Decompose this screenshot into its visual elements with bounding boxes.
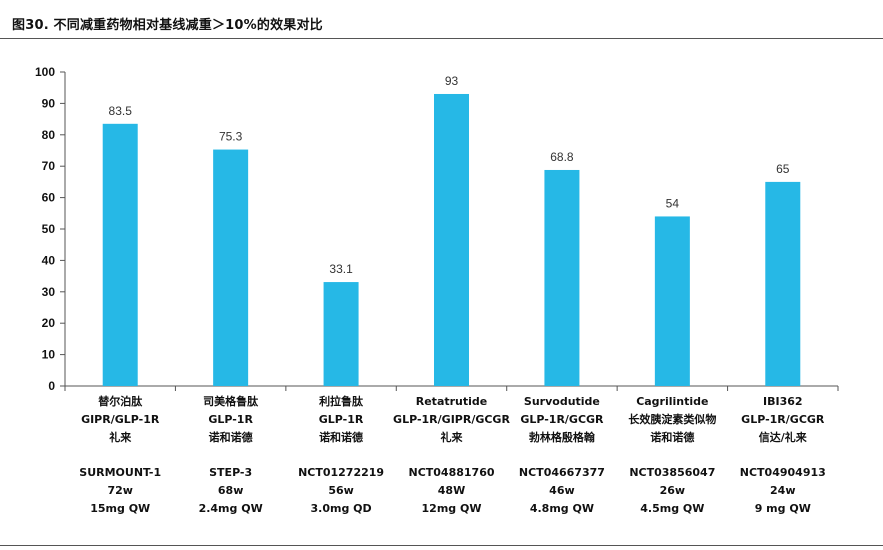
category-label: 诺和诺德 xyxy=(209,430,253,444)
y-tick-label: 30 xyxy=(42,285,56,299)
category-label: 信达/礼来 xyxy=(759,430,808,444)
data-label: 68.8 xyxy=(550,150,574,164)
bar xyxy=(434,93,469,386)
trial-label: 4.8mg QW xyxy=(530,502,594,515)
trial-label: NCT04881760 xyxy=(408,466,494,479)
trial-label: NCT03856047 xyxy=(629,466,715,479)
category-label: 利拉鲁肽 xyxy=(319,394,364,408)
trial-label: 24w xyxy=(770,484,795,497)
data-label: 33.1 xyxy=(329,262,353,276)
figure-title: 图30. 不同减重药物相对基线减重＞10%的效果对比 xyxy=(12,18,323,33)
trial-label: 12mg QW xyxy=(422,502,482,515)
bar xyxy=(654,216,690,386)
trial-label: 46w xyxy=(549,484,574,497)
bar xyxy=(765,181,801,386)
trial-label: SURMOUNT-1 xyxy=(79,466,161,479)
trial-label: 2.4mg QW xyxy=(199,502,263,515)
y-tick-label: 10 xyxy=(42,348,56,362)
y-tick-label: 90 xyxy=(42,96,56,110)
trial-label: STEP-3 xyxy=(209,466,252,479)
category-label: 长效胰淀素类似物 xyxy=(628,412,716,426)
trial-label: 26w xyxy=(660,484,685,497)
y-tick-label: 40 xyxy=(42,253,56,267)
trial-label: NCT01272219 xyxy=(298,466,384,479)
y-tick-label: 100 xyxy=(35,65,55,79)
bar xyxy=(323,282,359,386)
category-label: GLP-1R/GCGR xyxy=(520,413,604,426)
category-label: 诺和诺德 xyxy=(650,430,694,444)
trial-label: 72w xyxy=(107,484,132,497)
category-label: GIPR/GLP-1R xyxy=(81,413,160,426)
bar xyxy=(213,149,249,386)
trial-label: 56w xyxy=(328,484,353,497)
category-label: Cagrilintide xyxy=(636,395,708,408)
category-label: 诺和诺德 xyxy=(319,430,363,444)
y-tick-label: 50 xyxy=(42,222,56,236)
category-label: 礼来 xyxy=(441,430,464,444)
y-tick-label: 70 xyxy=(42,159,56,173)
trial-label: 9 mg QW xyxy=(755,502,811,515)
category-label: 替尔泊肽 xyxy=(98,394,143,408)
category-label: Retatrutide xyxy=(416,395,488,408)
y-tick-label: 0 xyxy=(48,379,55,393)
category-label: GLP-1R/GIPR/GCGR xyxy=(393,413,510,426)
data-label: 65 xyxy=(776,162,790,176)
bar xyxy=(102,123,138,386)
trial-label: 3.0mg QD xyxy=(311,502,372,515)
category-label: 司美格鲁肽 xyxy=(203,394,259,408)
data-label: 54 xyxy=(666,196,680,210)
trial-label: 68w xyxy=(218,484,243,497)
trial-label: 15mg QW xyxy=(90,502,150,515)
trial-label: 4.5mg QW xyxy=(640,502,704,515)
y-tick-label: 20 xyxy=(42,316,56,330)
category-label: 礼来 xyxy=(109,430,132,444)
data-label: 83.5 xyxy=(109,104,133,118)
trial-label: 48W xyxy=(438,484,465,497)
y-tick-label: 60 xyxy=(42,191,56,205)
category-label: IBI362 xyxy=(763,395,803,408)
data-label: 75.3 xyxy=(219,130,243,144)
category-label: GLP-1R xyxy=(319,413,364,426)
category-label: GLP-1R/GCGR xyxy=(741,413,825,426)
category-label: 勃林格殷格翰 xyxy=(529,430,595,444)
category-label: Survodutide xyxy=(524,395,600,408)
y-tick-label: 80 xyxy=(42,128,56,142)
trial-label: NCT04904913 xyxy=(740,466,826,479)
category-label: GLP-1R xyxy=(208,413,253,426)
top-rule xyxy=(0,38,883,39)
trial-label: NCT04667377 xyxy=(519,466,605,479)
bar xyxy=(544,169,580,386)
data-label: 93 xyxy=(445,74,459,88)
bottom-rule xyxy=(0,545,883,546)
